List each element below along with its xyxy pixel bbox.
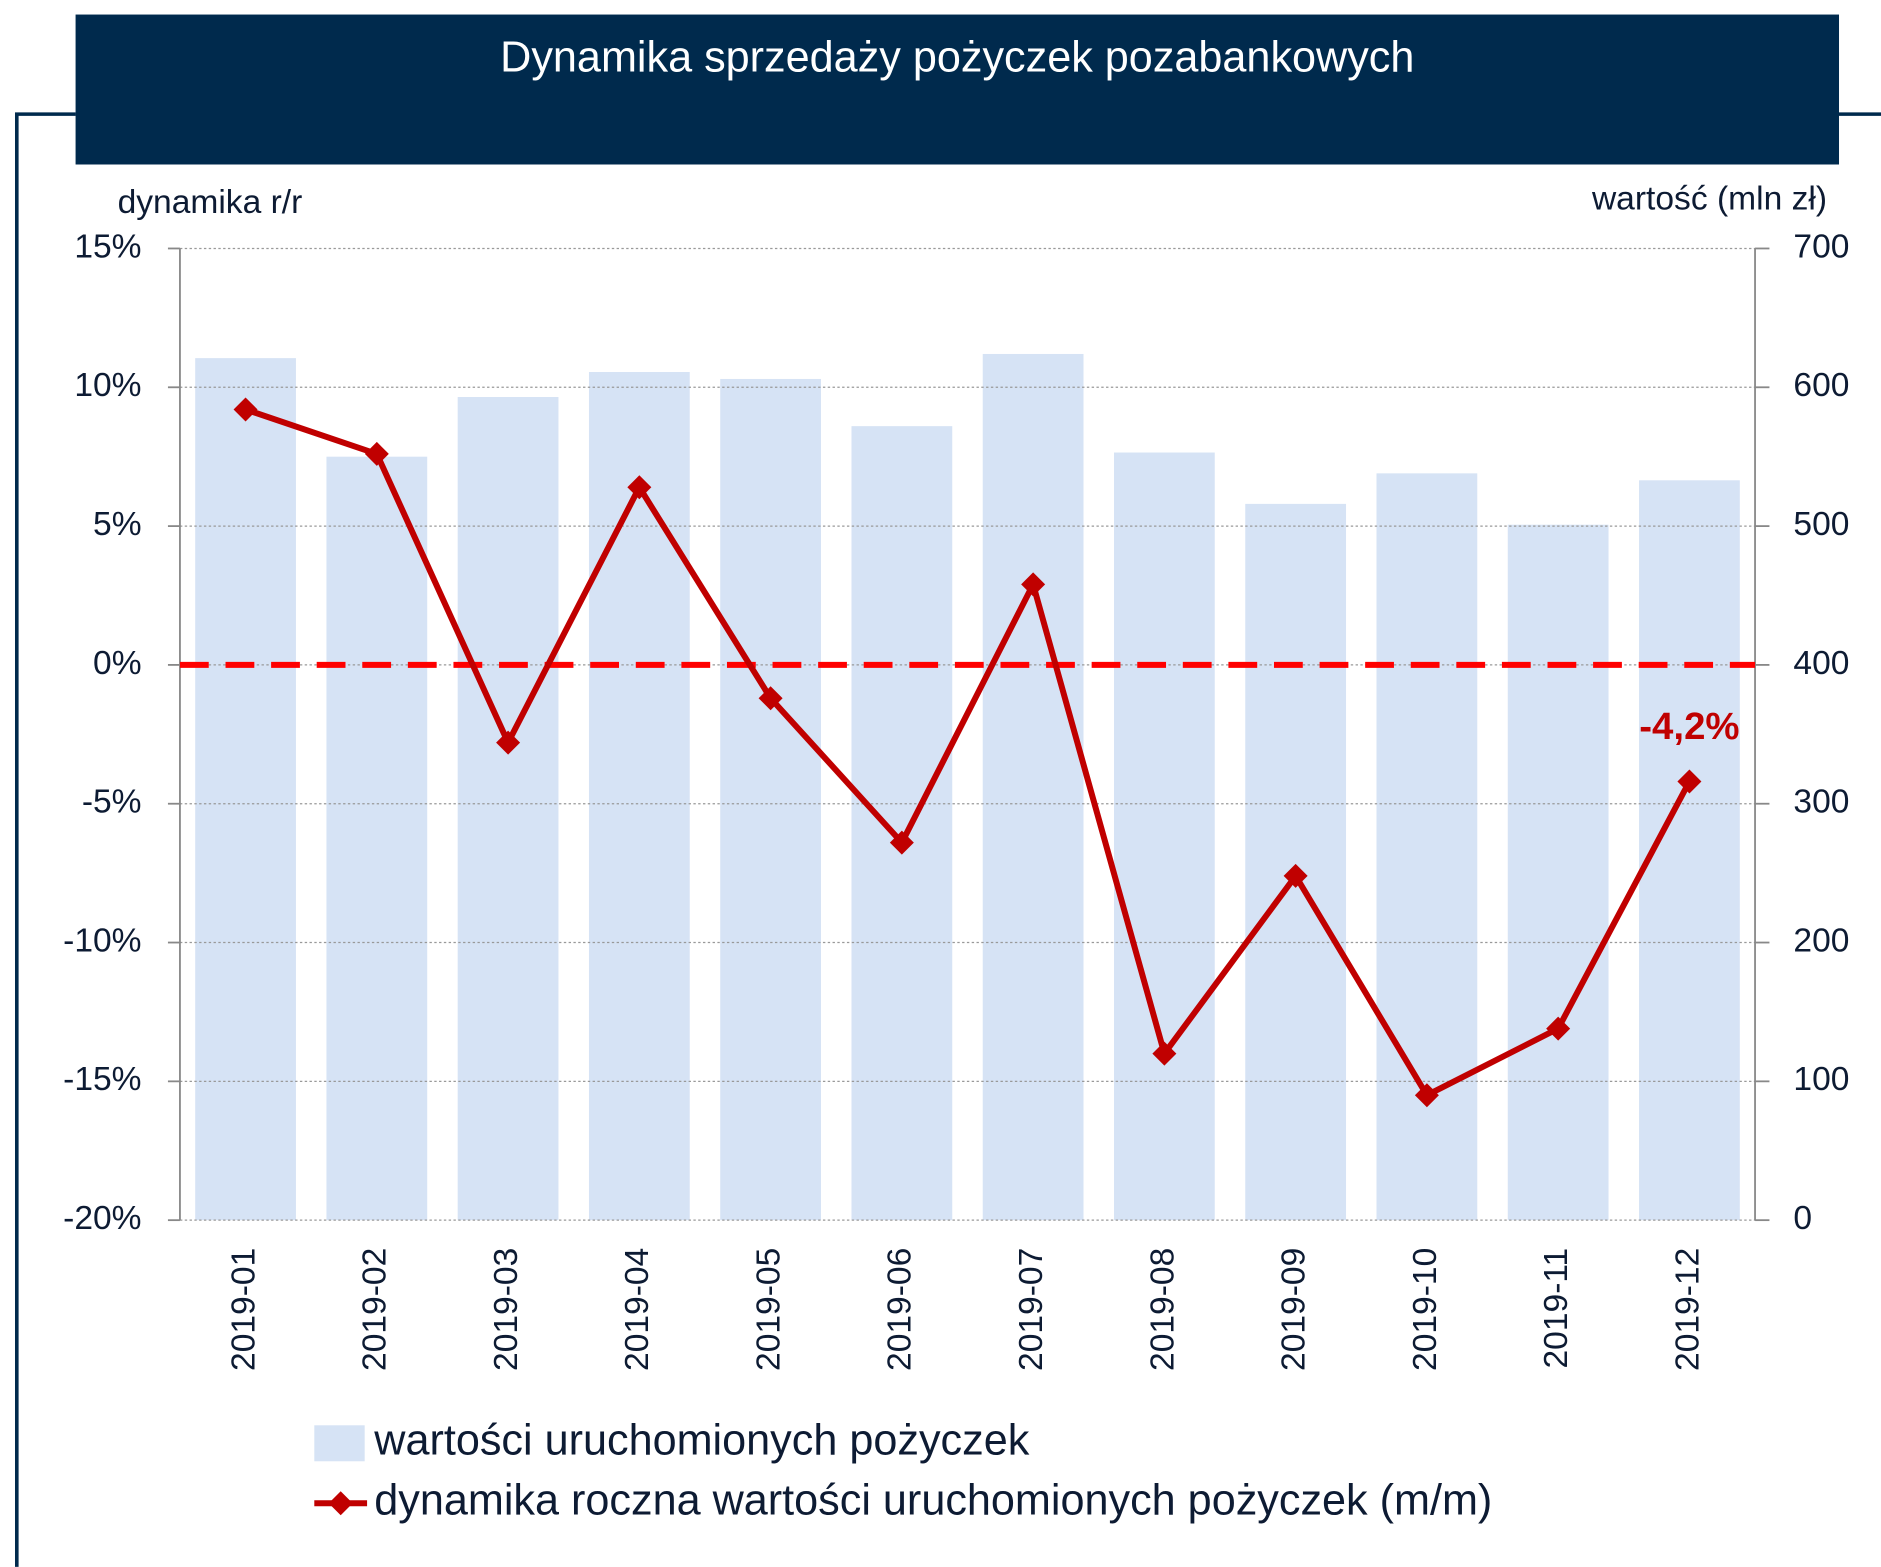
- data-label: -4,2%: [1639, 705, 1739, 748]
- x-tick-label: 2019-11: [1538, 1248, 1575, 1369]
- line-marker: [627, 475, 652, 500]
- x-tick-label: 2019-08: [1144, 1248, 1181, 1371]
- line-marker: [1546, 1016, 1571, 1041]
- x-tick-label: 2019-02: [357, 1248, 394, 1371]
- bar: [982, 353, 1084, 1221]
- y2-tick-label: 200: [1793, 922, 1849, 959]
- line-marker: [496, 730, 521, 755]
- y-axis-label: dynamika r/r: [118, 184, 303, 221]
- chart-title: Dynamika sprzedaży pożyczek pozabankowyc…: [500, 34, 1414, 82]
- legend-label: dynamika roczna wartości uruchomionych p…: [374, 1477, 1492, 1525]
- bar: [457, 397, 559, 1221]
- y-tick-label: -20%: [63, 1200, 141, 1237]
- y2-tick-label: 400: [1793, 645, 1849, 682]
- y2-tick-label: 0: [1793, 1200, 1812, 1237]
- bar: [1376, 473, 1478, 1221]
- y-tick-label: 15%: [74, 228, 141, 265]
- y2-axis-label: wartość (mln zł): [1591, 180, 1827, 217]
- bar: [851, 426, 953, 1221]
- y-tick-label: 10%: [74, 367, 141, 404]
- x-tick-label: 2019-10: [1407, 1248, 1444, 1371]
- x-tick-label: 2019-01: [225, 1248, 262, 1371]
- y-tick-label: 5%: [93, 506, 142, 543]
- frame: [14, 112, 1881, 1567]
- y-tick-label: 0%: [93, 645, 142, 682]
- bar: [720, 378, 821, 1221]
- bar: [326, 456, 428, 1221]
- bar: [1113, 452, 1215, 1221]
- line-marker: [1677, 769, 1702, 794]
- line: [244, 406, 1693, 1099]
- y-tick-label: -10%: [63, 922, 141, 959]
- title-bar: [75, 14, 1840, 165]
- legend-marker: [328, 1491, 353, 1516]
- y2-tick-label: 100: [1793, 1061, 1849, 1098]
- y-tick-label: -5%: [82, 784, 142, 821]
- x-tick-label: 2019-07: [1013, 1248, 1050, 1371]
- bar: [1507, 524, 1609, 1221]
- line-marker: [758, 686, 783, 711]
- y-tick-label: -15%: [63, 1061, 141, 1098]
- y2-tick-label: 600: [1793, 367, 1849, 404]
- line-marker: [364, 441, 389, 466]
- line-marker: [1021, 572, 1046, 597]
- line-marker: [889, 830, 914, 855]
- x-tick-label: 2019-03: [488, 1248, 525, 1371]
- x-tick-label: 2019-06: [882, 1248, 919, 1371]
- bar: [195, 358, 296, 1221]
- x-tick-label: 2019-05: [750, 1248, 787, 1371]
- legend-label: wartości uruchomionych pożyczek: [373, 1417, 1029, 1465]
- y2-tick-label: 700: [1793, 228, 1849, 265]
- y2-tick-label: 500: [1793, 506, 1849, 543]
- x-tick-label: 2019-09: [1276, 1248, 1313, 1371]
- x-tick-label: 2019-12: [1669, 1248, 1706, 1371]
- bar: [1245, 503, 1347, 1221]
- y2-tick-label: 300: [1793, 784, 1849, 821]
- legend-swatch: [314, 1425, 365, 1462]
- line-marker: [1283, 863, 1308, 888]
- bar: [588, 372, 690, 1221]
- x-tick-label: 2019-04: [619, 1248, 656, 1371]
